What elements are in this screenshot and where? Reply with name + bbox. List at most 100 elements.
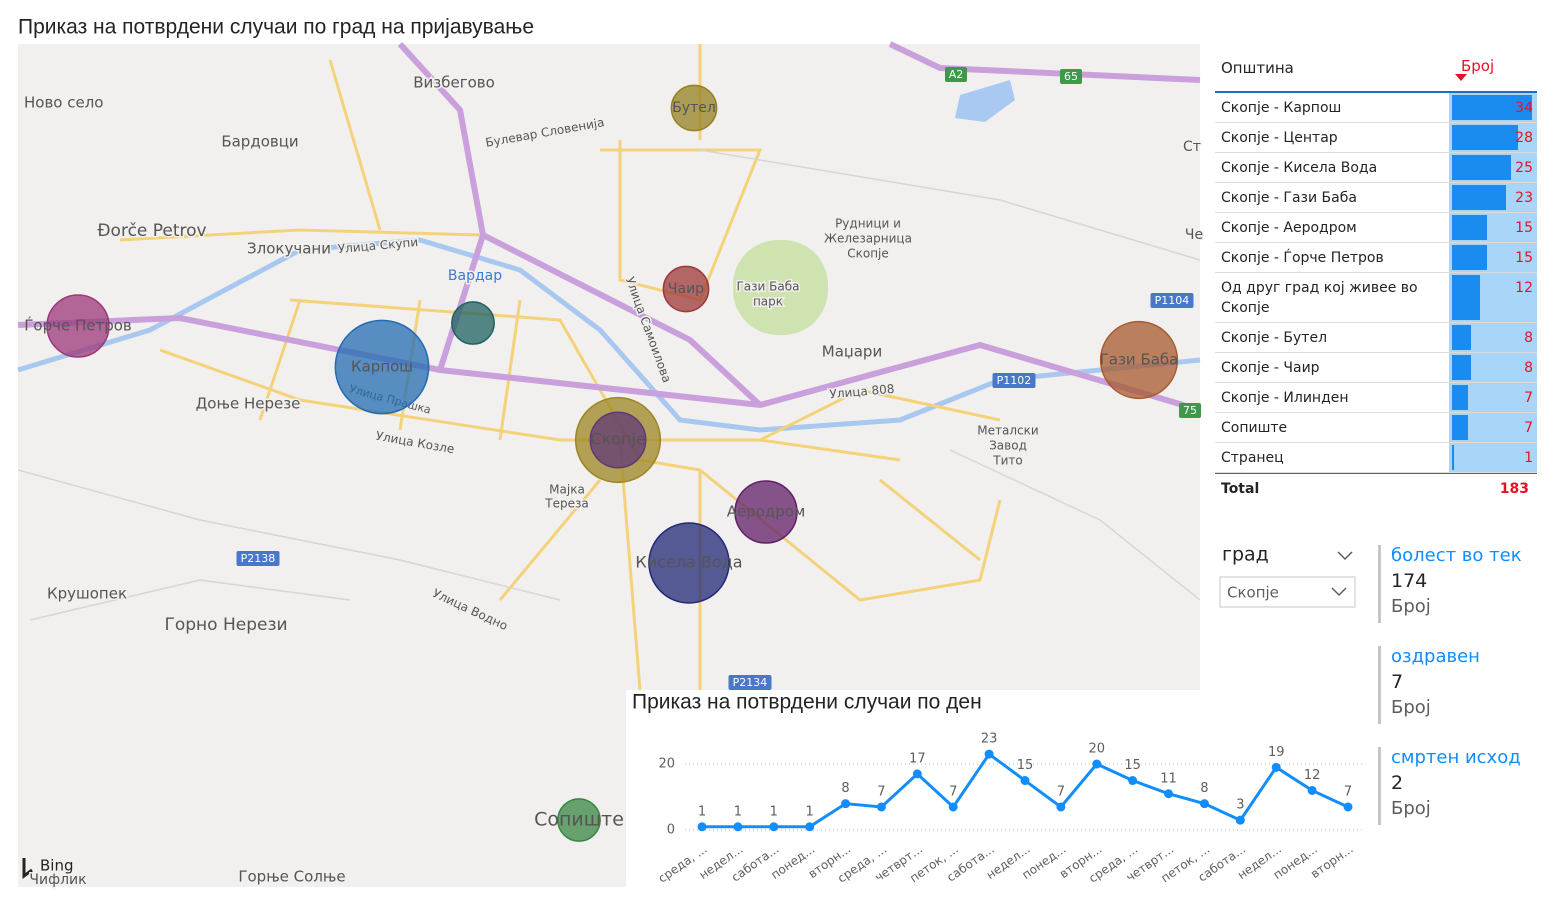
row-value: 8 — [1524, 329, 1533, 346]
card-title: оздравен — [1391, 646, 1480, 667]
point — [1092, 759, 1102, 769]
bing-logo — [22, 858, 33, 879]
row-name: Скопје - Илинден — [1221, 389, 1349, 406]
bubble — [589, 411, 647, 469]
data-bar — [1452, 445, 1455, 470]
point — [1235, 815, 1245, 825]
row-name: Скопје - Карпош — [1221, 99, 1342, 116]
map-label: Железарница — [824, 232, 912, 246]
data-label: 15 — [1017, 758, 1034, 773]
bubble-label: Сопиште — [534, 809, 624, 831]
slicer-chevron[interactable] — [1337, 551, 1353, 561]
point — [948, 802, 958, 812]
point — [697, 822, 707, 832]
road-shield — [1060, 69, 1082, 84]
map-label: Тереза — [544, 497, 588, 511]
minor-roads — [17, 149, 1201, 621]
road-shield — [1179, 403, 1201, 418]
bubble-label: Карпош — [351, 358, 413, 376]
map-label: парк — [753, 295, 783, 309]
table-row: Скопје - Кисела Вода 25 — [1215, 153, 1537, 183]
data-label: 8 — [1200, 781, 1208, 796]
y-tick-label: 0 — [667, 823, 675, 838]
bubble — [1099, 320, 1179, 400]
row-value: 7 — [1524, 419, 1533, 436]
road-shield-label: 75 — [1183, 404, 1197, 417]
data-bar — [1452, 355, 1471, 380]
bar-cell: 15 — [1449, 243, 1537, 272]
bubble — [557, 798, 601, 842]
map-label: Рудници и — [835, 217, 901, 231]
table-row: Скопје - Карпош 34 — [1215, 93, 1537, 123]
bar-cell: 15 — [1449, 213, 1537, 242]
map-attribution: Bing — [40, 857, 74, 875]
bar-cell: 8 — [1449, 323, 1537, 352]
road-shield-label: P2138 — [241, 552, 276, 565]
dropdown-chevron[interactable] — [1331, 587, 1347, 597]
data-label: 1 — [734, 804, 742, 819]
point — [1199, 799, 1209, 809]
data-label: 8 — [841, 781, 849, 796]
data-label: 7 — [949, 784, 957, 799]
data-bar — [1452, 385, 1469, 410]
data-label: 3 — [1236, 798, 1244, 813]
data-bar — [1452, 275, 1481, 320]
slicer-value[interactable]: Скопје — [1227, 584, 1279, 602]
table-row: Скопје - Ѓорче Петров 15 — [1215, 243, 1537, 273]
bubble-label: Ѓорче Петров — [24, 316, 132, 335]
row-name: Скопје - Чаир — [1221, 359, 1320, 376]
row-value: 34 — [1515, 99, 1533, 116]
table-body: Скопје - Карпош 34 Скопје - Центар 28 Скопје… — [1215, 93, 1537, 473]
row-name: Скопје - Центар — [1221, 129, 1338, 146]
column-header[interactable]: Општина — [1221, 58, 1294, 77]
data-bar — [1452, 95, 1532, 120]
bar-cell: 28 — [1449, 123, 1537, 152]
line-chart-title: Приказ на потврдени случаи по ден — [632, 691, 982, 714]
bar-cell: 23 — [1449, 183, 1537, 212]
road-shield — [236, 551, 280, 566]
map-label: Крушопек — [47, 585, 127, 603]
data-label: 23 — [981, 732, 998, 747]
bar-cell: 25 — [1449, 153, 1537, 182]
row-value: 25 — [1515, 159, 1533, 176]
table-row: Скопје - Гази Баба 23 — [1215, 183, 1537, 213]
data-label: 1 — [806, 804, 814, 819]
data-bar — [1452, 185, 1507, 210]
card-title: болест во тек — [1391, 545, 1522, 566]
point — [1271, 762, 1281, 772]
card-value: 7 — [1391, 671, 1404, 693]
row-name: Скопје - Гази Баба — [1221, 189, 1357, 206]
point — [1020, 776, 1030, 786]
card-value: 174 — [1391, 570, 1428, 592]
road-shield-label: 65 — [1064, 70, 1078, 83]
map-label: Металски — [977, 424, 1038, 438]
table-row: Скопје - Центар 28 — [1215, 123, 1537, 153]
bubble-label: Чаир — [668, 281, 704, 297]
map-label: Доње Нерезе — [196, 395, 301, 413]
data-bar — [1452, 245, 1488, 270]
column-header[interactable]: Број — [1461, 56, 1495, 75]
table-row: Скопје - Аеродром 15 — [1215, 213, 1537, 243]
data-label: 15 — [1124, 758, 1141, 773]
table-row: Скопје - Илинден 7 — [1215, 383, 1537, 413]
road-shield-label: A2 — [949, 68, 964, 81]
slicer-label: град — [1222, 544, 1269, 566]
map-label: Горно Нерези — [164, 615, 287, 635]
card-label: Број — [1391, 596, 1431, 617]
point — [984, 749, 994, 759]
point — [1056, 802, 1066, 812]
slicer-dropdown[interactable] — [1219, 576, 1356, 608]
data-label: 12 — [1304, 768, 1321, 783]
table-row: Странец 1 — [1215, 443, 1537, 473]
point — [1343, 802, 1353, 812]
bubble — [648, 522, 730, 604]
data-label: 1 — [770, 804, 778, 819]
map-label: Чифлик — [29, 872, 86, 888]
map-label: Визбегово — [413, 74, 495, 92]
total-label: Total — [1221, 481, 1260, 497]
row-value: 15 — [1515, 219, 1533, 236]
table-row: Скопје - Чаир 8 — [1215, 353, 1537, 383]
total-row: Total 183 — [1215, 473, 1537, 504]
